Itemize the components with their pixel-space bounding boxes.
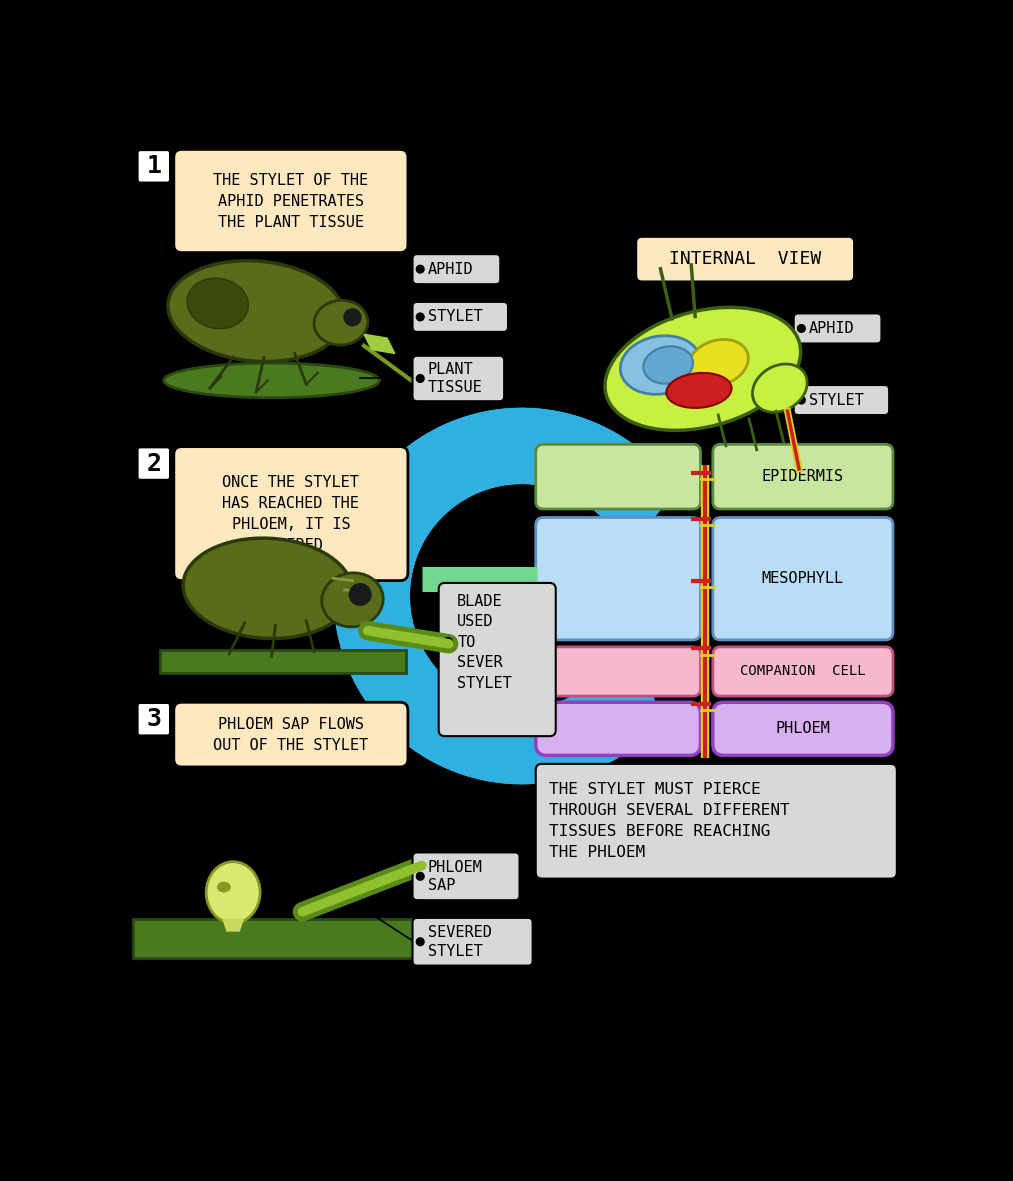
Text: ONCE THE STYLET
HAS REACHED THE
PHLOEM, IT IS
SEVERED: ONCE THE STYLET HAS REACHED THE PHLOEM, … — [223, 475, 360, 553]
Circle shape — [444, 638, 453, 647]
FancyBboxPatch shape — [636, 236, 855, 282]
Ellipse shape — [183, 539, 353, 639]
FancyBboxPatch shape — [793, 313, 881, 344]
Circle shape — [344, 308, 361, 326]
Ellipse shape — [314, 300, 368, 345]
Text: EPIDERMIS: EPIDERMIS — [762, 469, 844, 484]
Ellipse shape — [688, 339, 749, 386]
FancyBboxPatch shape — [713, 444, 893, 509]
Circle shape — [416, 938, 424, 946]
Text: PLANT
TISSUE: PLANT TISSUE — [427, 361, 482, 396]
Text: APHID: APHID — [427, 262, 473, 276]
FancyBboxPatch shape — [713, 517, 893, 640]
FancyBboxPatch shape — [137, 446, 171, 481]
FancyBboxPatch shape — [412, 853, 520, 900]
FancyBboxPatch shape — [713, 703, 893, 756]
Ellipse shape — [643, 346, 693, 384]
Ellipse shape — [605, 307, 800, 430]
FancyBboxPatch shape — [536, 444, 701, 509]
Text: APHID: APHID — [809, 321, 855, 335]
Ellipse shape — [753, 364, 807, 412]
Ellipse shape — [164, 363, 380, 398]
Ellipse shape — [168, 261, 344, 361]
Circle shape — [797, 396, 805, 404]
FancyBboxPatch shape — [174, 703, 408, 766]
Text: PHLOEM SAP FLOWS
OUT OF THE STYLET: PHLOEM SAP FLOWS OUT OF THE STYLET — [214, 717, 369, 752]
FancyBboxPatch shape — [412, 254, 500, 285]
FancyBboxPatch shape — [137, 150, 171, 183]
Circle shape — [797, 325, 805, 332]
Text: STYLET: STYLET — [809, 392, 864, 407]
Text: BLADE
USED
TO
SEVER
STYLET: BLADE USED TO SEVER STYLET — [457, 594, 512, 691]
Ellipse shape — [187, 279, 248, 328]
FancyBboxPatch shape — [536, 517, 701, 640]
Text: SEVERED
STYLET: SEVERED STYLET — [427, 925, 491, 959]
Ellipse shape — [620, 335, 701, 394]
Circle shape — [416, 266, 424, 273]
Circle shape — [416, 313, 424, 321]
Bar — [133, 920, 425, 958]
FancyBboxPatch shape — [412, 302, 508, 332]
Text: 3: 3 — [146, 707, 161, 731]
FancyBboxPatch shape — [174, 150, 408, 253]
Circle shape — [349, 583, 371, 605]
FancyBboxPatch shape — [137, 703, 171, 736]
Text: THE STYLET MUST PIERCE
THROUGH SEVERAL DIFFERENT
TISSUES BEFORE REACHING
THE PHL: THE STYLET MUST PIERCE THROUGH SEVERAL D… — [549, 782, 789, 860]
Text: COMPANION  CELL: COMPANION CELL — [741, 665, 866, 678]
FancyBboxPatch shape — [536, 764, 897, 879]
Text: STYLET: STYLET — [427, 309, 482, 325]
Text: PHLOEM: PHLOEM — [776, 720, 831, 736]
Text: THE STYLET OF THE
APHID PENETRATES
THE PLANT TISSUE: THE STYLET OF THE APHID PENETRATES THE P… — [214, 172, 369, 229]
Ellipse shape — [217, 882, 231, 893]
FancyBboxPatch shape — [793, 385, 889, 415]
FancyBboxPatch shape — [439, 583, 556, 736]
FancyBboxPatch shape — [174, 446, 408, 581]
Text: INTERNAL  VIEW: INTERNAL VIEW — [669, 249, 822, 268]
Text: 1: 1 — [146, 155, 161, 178]
FancyBboxPatch shape — [536, 647, 701, 696]
Ellipse shape — [667, 373, 731, 407]
FancyBboxPatch shape — [412, 355, 504, 402]
FancyBboxPatch shape — [412, 918, 533, 966]
Text: 2: 2 — [146, 451, 161, 476]
Polygon shape — [223, 920, 243, 931]
Circle shape — [416, 873, 424, 880]
FancyBboxPatch shape — [713, 647, 893, 696]
Text: PHLOEM
SAP: PHLOEM SAP — [427, 860, 482, 893]
Polygon shape — [364, 334, 395, 353]
Ellipse shape — [207, 862, 260, 924]
Text: MESOPHYLL: MESOPHYLL — [762, 570, 844, 586]
Ellipse shape — [322, 573, 383, 627]
FancyBboxPatch shape — [536, 703, 701, 756]
Circle shape — [416, 374, 424, 383]
Bar — [160, 650, 406, 673]
